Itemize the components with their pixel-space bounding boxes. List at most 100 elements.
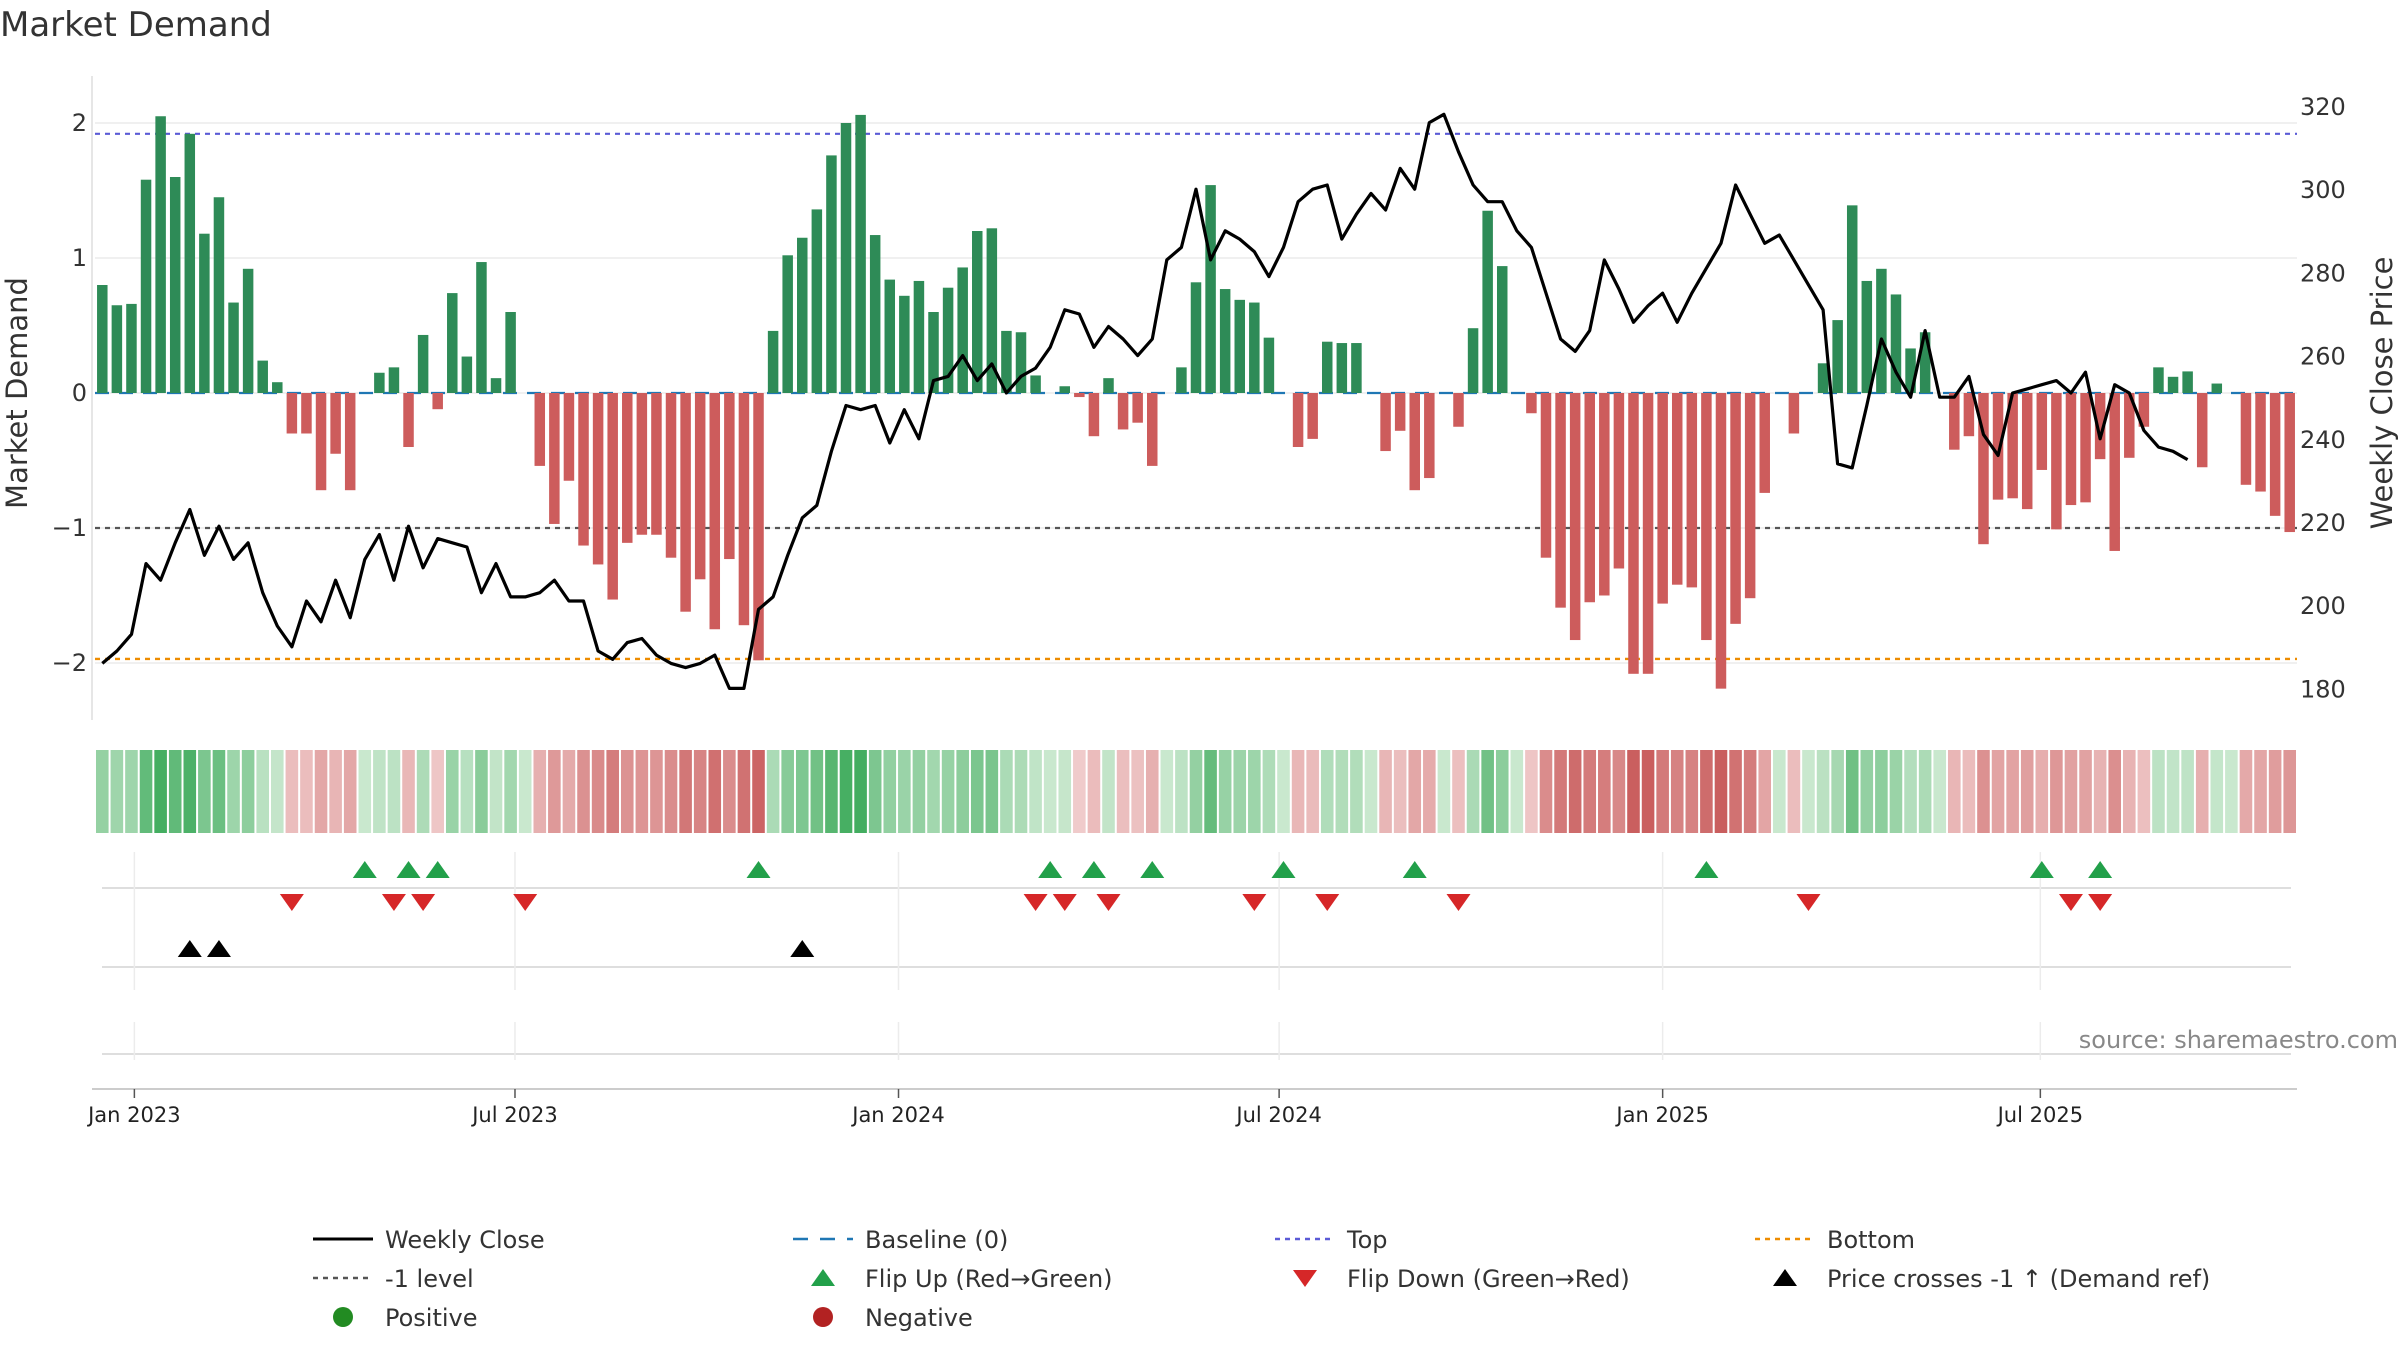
negative-bar (1730, 393, 1741, 624)
negative-bar (549, 393, 560, 524)
flip-up-marker (1694, 861, 1719, 878)
heat-cell (475, 750, 488, 833)
heat-cell (1379, 750, 1392, 833)
heat-cell (562, 750, 576, 833)
heat-cell (1918, 750, 1932, 833)
flip-up-marker (1081, 861, 1106, 878)
heat-cell (1306, 750, 1319, 833)
heat-cell (1554, 750, 1567, 833)
positive-bar (1190, 282, 1202, 393)
negative-bar (680, 393, 691, 612)
event-markers-panel (102, 852, 2291, 1060)
heat-cell (1043, 750, 1057, 833)
positive-bar (1059, 386, 1071, 393)
negative-bar (1759, 393, 1770, 493)
negative-bar (1715, 393, 1727, 689)
positive-bar (928, 312, 939, 393)
negative-bar (1744, 393, 1756, 599)
price-cross-marker (177, 940, 202, 957)
heat-cell (2283, 750, 2296, 833)
negative-bar (1584, 393, 1595, 603)
heat-cell (1510, 750, 1524, 833)
heat-cell (1568, 750, 1582, 833)
positive-bar (986, 228, 998, 393)
heat-cell (985, 750, 999, 833)
negative-bar (2196, 393, 2208, 468)
heat-cell (227, 750, 240, 833)
positive-bar (1249, 302, 1260, 393)
negative-bar (2138, 393, 2150, 427)
heat-cell (1291, 750, 1305, 833)
flip-down-marker (279, 894, 304, 911)
negative-bar (1992, 393, 2004, 500)
heat-cell (1277, 750, 1290, 833)
heat-cell (2123, 750, 2136, 833)
heat-cell (1758, 750, 1772, 833)
positive-bar (869, 235, 881, 393)
date-tick-label: Jul 2024 (1234, 1103, 1321, 1127)
heat-cell (1598, 750, 1611, 833)
legend-flip-up: Flip Up (Red→Green) (811, 1265, 1113, 1293)
y2-tick-label: 260 (2300, 343, 2346, 371)
negative-bar (2109, 393, 2120, 551)
heat-cell (285, 750, 299, 833)
heat-cell (533, 750, 547, 833)
positive-bar (184, 133, 196, 394)
positive-bar (272, 382, 283, 393)
legend: Weekly Close Baseline (0) Top Bottom -1 leve… (313, 1226, 2210, 1332)
positive-bar (1176, 367, 1187, 393)
heat-cell (2006, 750, 2019, 833)
negative-bar (1671, 393, 1683, 585)
heat-cell (1364, 750, 1378, 833)
heat-cell (664, 750, 678, 833)
flip-down-marker (1446, 894, 1471, 911)
heat-cell (96, 750, 109, 833)
heat-cell (1408, 750, 1422, 833)
heat-cell (708, 750, 722, 833)
y2-tick-label: 240 (2300, 426, 2346, 454)
y2-tick-label: 300 (2300, 176, 2346, 204)
positive-bar (490, 378, 502, 393)
heat-cell (2152, 750, 2165, 833)
flip-down-marker (1315, 894, 1340, 911)
positive-bar (913, 280, 925, 393)
positive-bar (2153, 367, 2164, 393)
negative-bar (1628, 393, 1639, 674)
heat-cell (1320, 750, 1334, 833)
negative-bar (1788, 393, 1800, 434)
positive-bar (242, 268, 254, 393)
heat-cell (1189, 750, 1203, 833)
legend-label: Weekly Close (385, 1226, 545, 1254)
negative-bar (709, 393, 721, 630)
heat-cell (1073, 750, 1086, 833)
heat-cell (781, 750, 794, 833)
negative-bar (724, 393, 735, 560)
positive-bar (942, 287, 954, 393)
flip-down-marker (1023, 894, 1048, 911)
negative-bar (344, 393, 356, 491)
positive-bar (826, 155, 837, 393)
positive-bar (1351, 343, 1362, 393)
flip-down-marker (1242, 894, 1267, 911)
heat-cell (445, 750, 459, 833)
legend-top: Top (1275, 1226, 1388, 1254)
heat-cell (139, 750, 153, 833)
negative-bar (1453, 393, 1464, 427)
negative-bar (636, 393, 648, 535)
heat-cell (518, 750, 532, 833)
negative-bar (2284, 393, 2295, 533)
heat-cell (460, 750, 474, 833)
flip-up-marker (1140, 861, 1165, 878)
legend-swatch (811, 1269, 835, 1286)
heat-cell (2181, 750, 2194, 833)
negative-bar (2124, 393, 2135, 458)
heat-cell (1218, 750, 1232, 833)
negative-bar (1307, 393, 1318, 439)
heat-cell (300, 750, 313, 833)
legend-label: Bottom (1827, 1226, 1915, 1254)
negative-bar (1642, 393, 1654, 674)
legend-label: Price crosses -1 ↑ (Demand ref) (1827, 1265, 2210, 1293)
heat-cell (825, 750, 838, 833)
heat-cell (1802, 750, 1815, 833)
heat-cell (1904, 750, 1917, 833)
